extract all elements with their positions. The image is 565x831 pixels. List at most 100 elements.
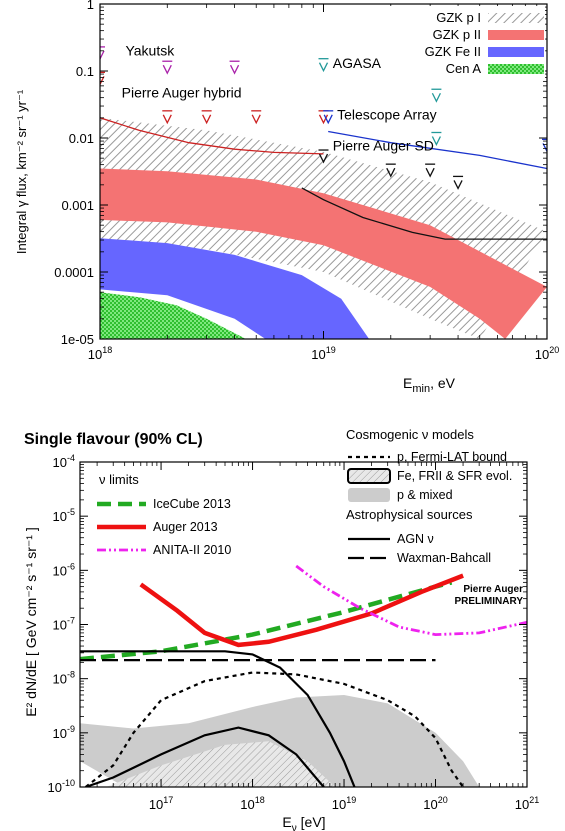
upper-limit-marker-pierre-auger-hybrid <box>201 110 212 125</box>
limit-curve-pierre-auger-hybrid <box>100 117 324 155</box>
x-axis-label-unit: [eV] <box>297 814 326 830</box>
x-axis-label-unit: , eV <box>430 375 456 391</box>
preliminary-line-2: PRELIMINARY <box>454 596 523 607</box>
x-tick-label: 1020 <box>423 795 447 812</box>
x-tick-label: 1020 <box>535 345 559 362</box>
axes: 1017 1018 1019 1020 102110-1010-910-810-710-… <box>48 453 540 812</box>
x-tick-label: 1019 <box>311 345 335 362</box>
limit-curve-telescope-array <box>328 130 547 170</box>
legend-swatch-gzk-p-i <box>488 13 544 23</box>
y-tick-label: 1e-05 <box>61 332 94 347</box>
series-p-fermi-lat-bound <box>85 671 464 787</box>
x-axis-label-main: E <box>403 375 412 391</box>
series-anita-ii-2010 <box>295 564 527 637</box>
legend: GZK p I GZK p II GZK Fe II Cen A <box>375 6 545 78</box>
y-tick-label: 0.0001 <box>54 265 94 280</box>
upper-limit-marker-agasa <box>431 131 442 146</box>
y-tick-label-base: 10 <box>53 455 67 470</box>
plot-area <box>80 564 527 787</box>
upper-limit-marker-yakutsk <box>162 60 173 75</box>
y-tick-label: 1 <box>87 0 94 12</box>
y-tick-label-base: 10 <box>53 672 67 687</box>
x-tick-label-base: 10 <box>311 347 325 362</box>
upper-limit-marker-pierre-auger-hybrid <box>162 110 173 125</box>
upper-limit-marker-telescope-array <box>542 138 547 153</box>
y-tick-label: 0.1 <box>76 64 94 79</box>
x-tick-label: 1021 <box>515 795 539 812</box>
legend-label-auger-2013: Auger 2013 <box>153 520 218 534</box>
y-tick-label-exp: -6 <box>67 561 75 571</box>
legend-label-p-mixed: p & mixed <box>397 488 453 502</box>
legend-swatch-gzk-fe-ii <box>488 47 544 57</box>
upper-limit-marker-pierre-auger-hybrid <box>100 71 105 86</box>
legend-limits: ν limits IceCube 2013 Auger 2013 ANITA-II … <box>97 472 231 557</box>
y-tick-label-base: 10 <box>53 563 67 578</box>
legend-label-waxman-bahcall: Waxman-Bahcall <box>397 551 491 565</box>
annotation-yakutsk: Yakutsk <box>125 43 175 59</box>
preliminary-label: Pierre Auger PRELIMINARY <box>454 584 523 607</box>
y-tick-label-exp: -8 <box>67 670 75 680</box>
band-fe-frii-sfr-evol <box>106 741 336 787</box>
x-tick-label: 1018 <box>88 345 112 362</box>
legend-label-gzk-fe-ii: GZK Fe II <box>425 44 481 59</box>
x-tick-label-exp: 21 <box>529 795 539 805</box>
series-agn <box>80 650 356 787</box>
y-tick-label-exp: -9 <box>67 724 75 734</box>
upper-limit-marker-agasa <box>431 88 442 103</box>
y-tick-label: 10-6 <box>53 561 75 578</box>
y-tick-label-exp: -7 <box>67 616 75 626</box>
legend-models-title: Cosmogenic ν models <box>346 427 474 442</box>
x-tick-label: 1018 <box>240 795 264 812</box>
legend-label-cen-a: Cen A <box>446 61 482 76</box>
x-tick-label-base: 10 <box>332 797 346 812</box>
series-agn-lower <box>85 726 325 787</box>
legend-swatch-gzk-p-ii <box>488 30 544 40</box>
legend-label-gzk-p-ii: GZK p II <box>433 27 481 42</box>
band-gzk-fe-ii <box>100 238 370 339</box>
legend-label-fe-frii-sfr-evol: Fe, FRII & SFR evol. <box>397 469 512 483</box>
x-axis-label: Emin, eV <box>403 375 456 395</box>
band-cen-a <box>100 292 246 339</box>
annotation-pierre-auger-hybrid: Pierre Auger hybrid <box>122 85 242 101</box>
x-axis-label-sub: min <box>412 383 430 395</box>
annotations: Yakutsk AGASA Pierre Auger hybrid Telescope… <box>122 43 437 154</box>
legend-label-p-fermi-lat-bound: p, Fermi-LAT bound <box>397 450 507 464</box>
x-axis-label-main: E <box>282 814 291 830</box>
band-gzk-p-ii <box>100 168 547 339</box>
x-tick-label-base: 10 <box>515 797 529 812</box>
legend-label-agn: AGN ν <box>397 532 434 546</box>
upper-limit-marker-pierre-auger-hybrid <box>251 110 262 125</box>
series-icecube-2013 <box>80 580 453 662</box>
x-tick-label-exp: 18 <box>255 795 265 805</box>
y-tick-label: 10-4 <box>53 453 75 470</box>
upper-limit-marker-yakutsk <box>229 60 240 75</box>
upper-limit-marker-agasa <box>318 58 329 73</box>
x-tick-label-base: 10 <box>88 347 102 362</box>
y-tick-label: 10-5 <box>53 507 75 524</box>
legend-swatch-cen-a <box>488 64 544 74</box>
plot-area <box>100 46 547 339</box>
y-tick-label-base: 10 <box>53 618 67 633</box>
y-axis-label: E² dN/dE [ GeV cm⁻² s⁻¹ sr⁻¹ ] <box>23 527 39 716</box>
x-tick-label-exp: 17 <box>163 795 173 805</box>
y-tick-label-base: 10 <box>53 726 67 741</box>
series-auger-2013 <box>139 573 464 648</box>
chart-title: Single flavour (90% CL) <box>24 431 203 448</box>
x-axis-label-sub: ν <box>292 823 297 831</box>
legend-label-anita-ii-2010: ANITA-II 2010 <box>153 543 231 557</box>
x-tick-label-base: 10 <box>149 797 163 812</box>
x-tick-label-exp: 18 <box>102 345 112 355</box>
y-axis-label: Integral γ flux, km⁻² sr⁻¹ yr⁻¹ <box>14 89 29 254</box>
preliminary-line-1: Pierre Auger <box>463 584 523 595</box>
annotation-telescope-array: Telescope Array <box>337 106 437 122</box>
x-tick-label-exp: 19 <box>346 795 356 805</box>
x-tick-label: 1019 <box>332 795 356 812</box>
y-tick-label-exp: -10 <box>62 778 75 788</box>
y-tick-label: 0.001 <box>61 198 94 213</box>
x-tick-label-base: 10 <box>535 347 549 362</box>
annotation-agasa: AGASA <box>333 55 382 71</box>
neutrino-limits-chart: Single flavour (90% CL) 1017 1018 1019 1020… <box>23 427 539 831</box>
x-tick-label-exp: 20 <box>549 345 559 355</box>
